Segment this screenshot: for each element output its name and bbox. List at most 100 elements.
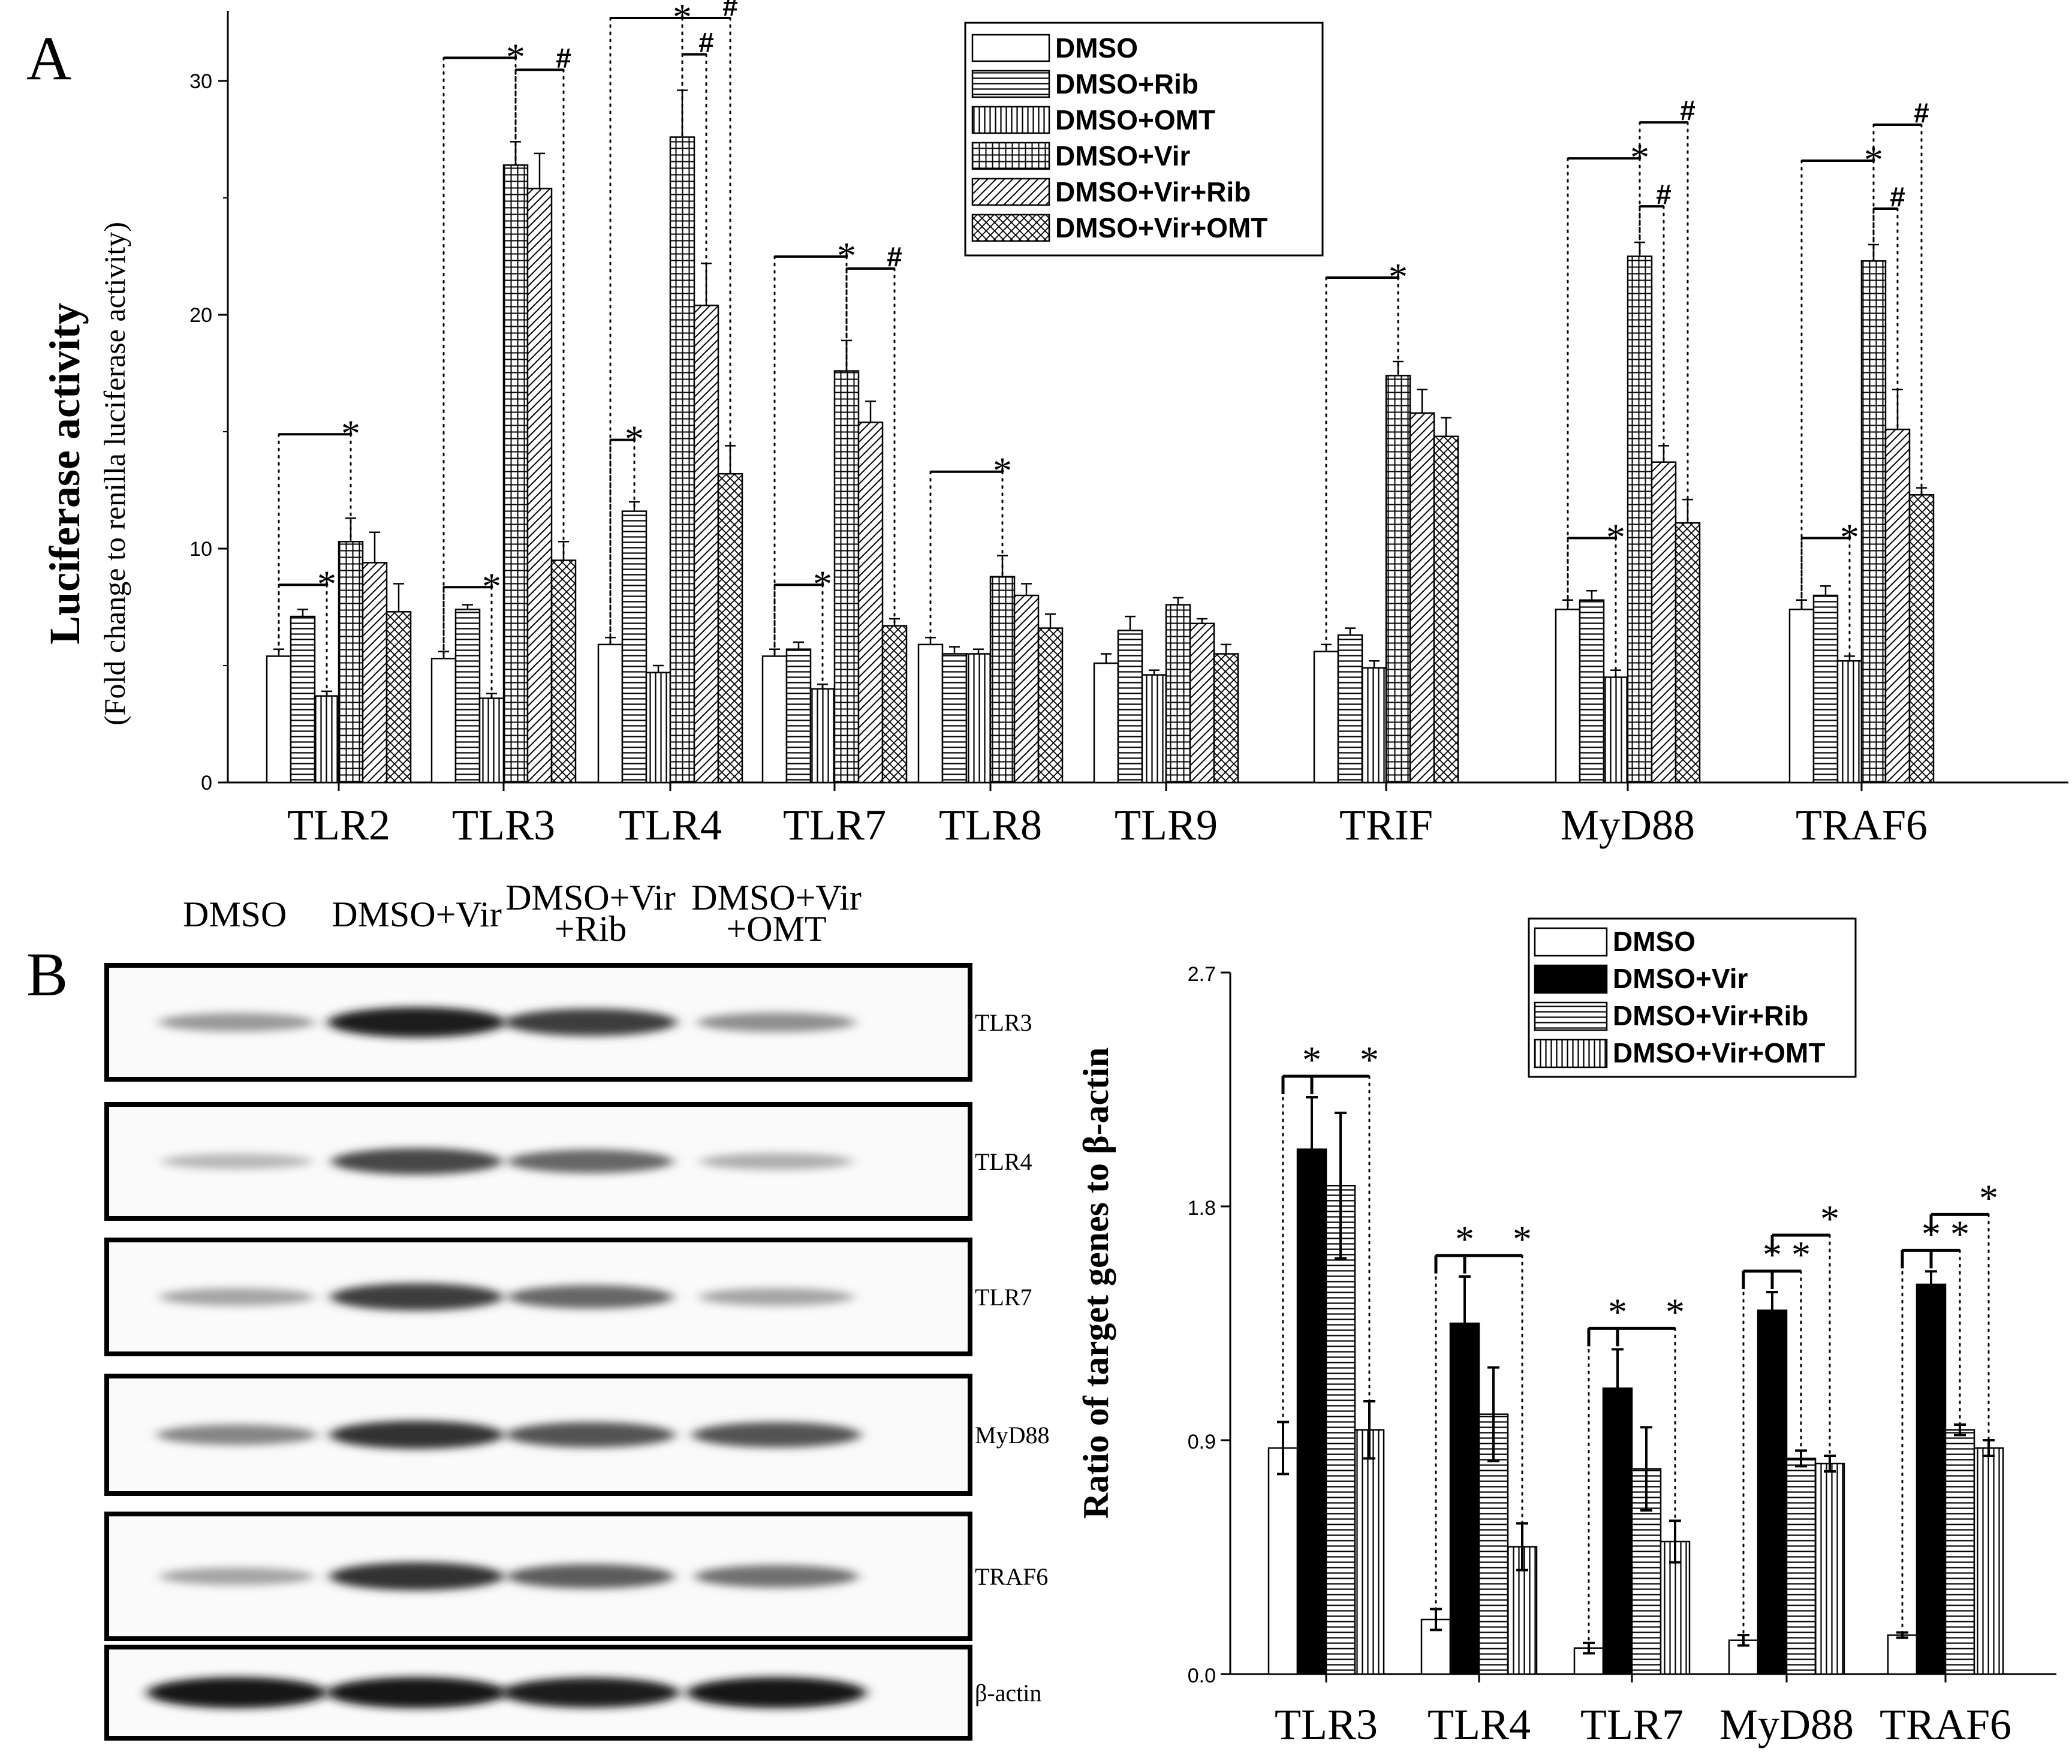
blot-band	[331, 1148, 502, 1175]
blot-lane-header: DMSO+Vir	[691, 878, 862, 917]
chart-a-category-label: TLR9	[1115, 801, 1218, 849]
chart-a-bar	[1117, 630, 1143, 784]
chart-a-legend-label: DMSO+Vir+Rib	[1055, 176, 1251, 207]
chart-b-legend-label: DMSO+Vir	[1613, 963, 1748, 994]
chart-a-sig-mark: #	[722, 0, 738, 22]
chart-a-bar	[857, 422, 884, 784]
chart-a-bar	[1675, 522, 1701, 784]
chart-b-category-label: TLR7	[1580, 1700, 1684, 1748]
chart-b-bar	[1325, 1185, 1356, 1675]
chart-b-sig-mark: *	[1513, 1218, 1532, 1260]
blot-band	[329, 1420, 504, 1449]
chart-a-legend-swatch	[971, 70, 1050, 98]
chart-b-ytick-label: 0.0	[1188, 1664, 1216, 1687]
chart-a-sig-mark: *	[1389, 255, 1408, 298]
chart-a-ytick-label: 0	[201, 772, 212, 794]
chart-a-bar	[454, 609, 481, 784]
chart-a-bar	[1860, 260, 1887, 784]
chart-a-sig-mark: #	[556, 42, 571, 73]
chart-b-legend-label: DMSO+Vir+OMT	[1613, 1037, 1825, 1068]
chart-b-sig-mark: *	[1950, 1212, 1969, 1255]
chart-b-legend-label: DMSO+Vir+Rib	[1613, 1000, 1808, 1031]
chart-a-sig-mark: *	[482, 565, 501, 607]
chart-a-category-label: TLR8	[939, 801, 1042, 849]
chart-b-bar	[1757, 1310, 1788, 1675]
chart-a-bar	[1884, 428, 1911, 784]
chart-b-sig-mark: *	[1979, 1176, 1998, 1219]
chart-b-legend-swatch	[1534, 927, 1608, 957]
chart-a-sig-mark: #	[698, 27, 714, 58]
chart-a-ylabel: Luciferase activity	[41, 303, 89, 645]
chart-a-legend: DMSO DMSO+Rib DMSO+OMT DMSO+Vir DMSO+Vir+Rib…	[964, 22, 1324, 257]
blot-band	[329, 1562, 504, 1591]
blot-label: TRAF6	[975, 1563, 1048, 1590]
chart-a-bar	[478, 697, 505, 784]
blot-band	[156, 1424, 317, 1446]
chart-a-bar	[502, 164, 529, 784]
chart-b-legend-label: DMSO	[1613, 926, 1695, 957]
chart-b: Ratio of target genes to β-actin 0.0 0.9 1…	[1076, 917, 2056, 1748]
chart-a-bar	[833, 370, 860, 784]
chart-a-bar	[1141, 674, 1167, 784]
blot-lane-header: DMSO+Vir	[505, 878, 676, 917]
chart-a-legend-swatch	[971, 106, 1050, 134]
blot-label: TLR7	[975, 1284, 1032, 1311]
chart-a-bar	[338, 541, 364, 784]
chart-a-category-label: TLR4	[619, 801, 722, 849]
chart-b-legend: DMSO DMSO+Vir DMSO+Vir+Rib DMSO+Vir+OMT	[1528, 917, 1857, 1078]
chart-a-bar	[1788, 609, 1815, 784]
chart-a-bar	[1812, 594, 1839, 784]
chart-b-bar	[1296, 1148, 1327, 1675]
chart-a-bar	[941, 653, 968, 784]
chart-a-bar	[597, 643, 624, 784]
chart-b-category-label: MyD88	[1719, 1700, 1854, 1748]
chart-a-bar	[1313, 651, 1339, 784]
chart-a-bar	[1037, 627, 1064, 784]
chart-a: Luciferase activity (Fold change to reni…	[41, 0, 2068, 849]
chart-b-sig-mark: *	[1791, 1233, 1811, 1276]
chart-b-sig-mark: *	[1608, 1290, 1627, 1333]
chart-b-ytick-label: 1.8	[1188, 1197, 1216, 1220]
chart-a-legend-label: DMSO+Vir	[1055, 140, 1190, 171]
western-blot: DMSO DMSO+Vir DMSO+Vir+RibDMSO+Vir+OMTTLR3…	[104, 878, 1049, 1741]
chart-a-bar	[1908, 494, 1935, 784]
chart-a-category-label: TLR3	[452, 801, 555, 849]
blot-band	[501, 1677, 680, 1708]
chart-b-sig-mark: *	[1820, 1197, 1839, 1240]
chart-a-bar	[1165, 604, 1191, 784]
blot-band	[694, 1565, 859, 1588]
chart-a-bar	[430, 658, 457, 784]
chart-b-legend-swatch	[1534, 964, 1608, 994]
chart-a-bar	[1409, 412, 1435, 784]
chart-a-bar	[621, 510, 648, 784]
blot-band	[508, 1285, 673, 1309]
chart-a-bar	[526, 188, 553, 784]
chart-a-sig-mark: *	[993, 450, 1012, 492]
blot-band	[158, 1013, 315, 1032]
chart-a-bar	[1836, 660, 1863, 784]
chart-b-bar	[1449, 1322, 1480, 1675]
chart-a-ylabel-sub: (Fold change to renilla luciferase activ…	[98, 222, 131, 726]
blot-band	[697, 1012, 856, 1032]
chart-a-sig-mark: *	[1606, 516, 1625, 558]
chart-b-bar	[1973, 1447, 2004, 1675]
chart-b-category-label: TRAF6	[1880, 1700, 2011, 1748]
blot-lane-header: DMSO+Vir	[332, 895, 502, 934]
chart-a-bar	[917, 643, 944, 784]
chart-a-bar	[266, 655, 292, 784]
chart-a-sig-mark: *	[341, 412, 360, 454]
chart-a-sig-mark: #	[1680, 95, 1695, 126]
chart-a-bar	[965, 653, 992, 784]
chart-a-ytick-label: 10	[189, 538, 212, 561]
chart-a-bar	[314, 695, 340, 784]
chart-b-bar	[1267, 1447, 1299, 1675]
blot-label: TLR3	[975, 1009, 1032, 1036]
chart-a-legend-swatch	[971, 34, 1050, 62]
blot-label: β-actin	[975, 1679, 1041, 1706]
chart-a-legend-label: DMSO+OMT	[1055, 104, 1215, 136]
chart-a-legend-label: DMSO+Vir+OMT	[1055, 212, 1267, 243]
blot-band	[686, 1677, 866, 1708]
chart-a-bar	[1579, 599, 1605, 784]
blot-band	[506, 1422, 675, 1448]
chart-a-bar	[1013, 594, 1040, 784]
